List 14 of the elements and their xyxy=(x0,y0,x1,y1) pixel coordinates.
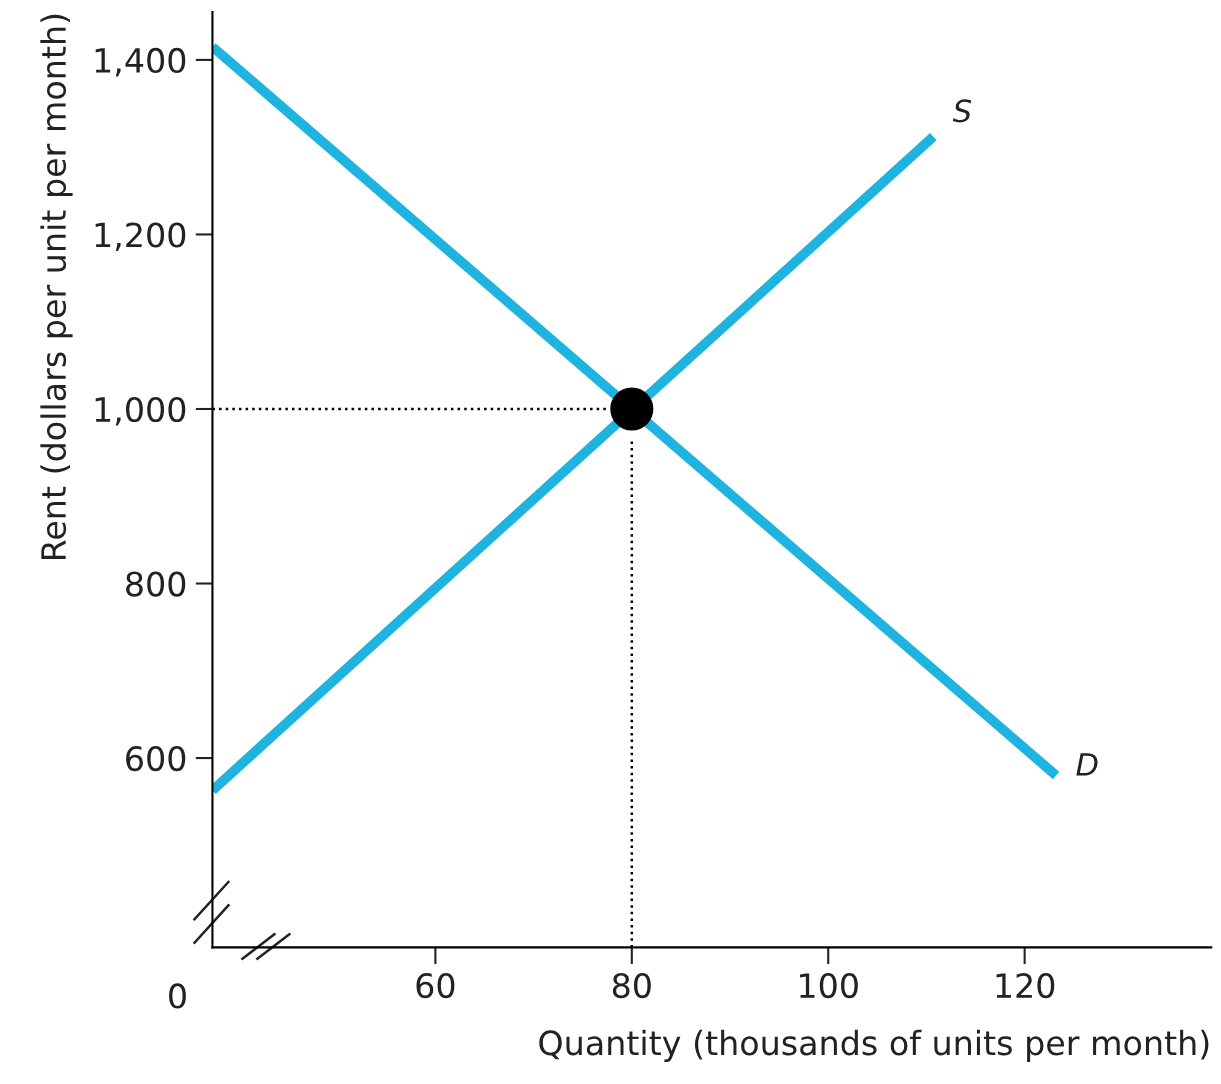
y-tick-label: 1,000 xyxy=(95,396,186,426)
series-label: S xyxy=(952,99,972,123)
x-axis-title: Quantity (thousands of units per month) xyxy=(539,1029,1209,1062)
y-tick-label: 1,400 xyxy=(95,47,186,77)
y-tick-label: 600 xyxy=(126,745,186,772)
x-tick-label: 100 xyxy=(800,973,858,999)
x-tick-label: 120 xyxy=(996,973,1055,999)
y-tick-label: 1,200 xyxy=(95,222,186,251)
y-tick-label: 800 xyxy=(126,571,186,597)
text: 0 xyxy=(169,983,186,1009)
x-tick-label: 80 xyxy=(612,973,651,999)
series-label: D xyxy=(1076,753,1098,776)
x-tick-label: 60 xyxy=(416,973,455,999)
y-axis-title: Rent (dollars per unit per month) xyxy=(40,14,73,560)
